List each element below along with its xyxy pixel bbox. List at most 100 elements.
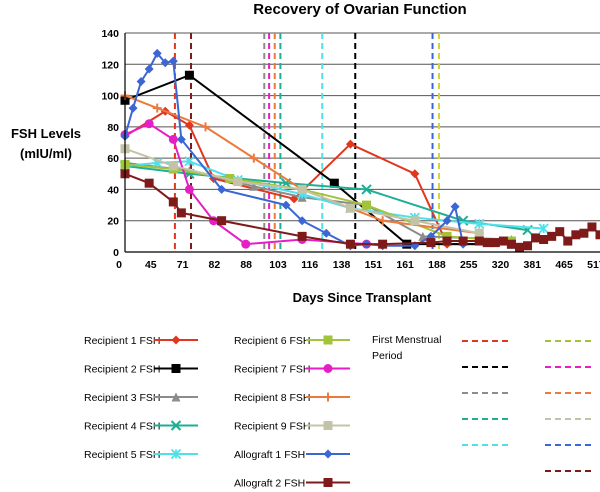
x-tick-label: 465 — [555, 259, 573, 271]
data-point — [345, 239, 355, 249]
data-point — [184, 120, 194, 130]
legend-marker — [171, 335, 181, 345]
x-tick-label: 517 — [587, 259, 600, 271]
data-point — [490, 238, 500, 248]
legend-entry-label: Recipient 3 FSH — [84, 392, 160, 404]
data-point — [426, 238, 436, 248]
data-point — [595, 230, 600, 240]
y-tick-label: 100 — [101, 91, 119, 103]
y-axis-label-line2: (mIU/ml) — [20, 146, 72, 161]
data-point — [241, 239, 251, 249]
data-point — [144, 178, 154, 188]
data-point — [474, 236, 484, 246]
data-point — [217, 216, 227, 226]
data-point — [506, 239, 516, 249]
x-tick-label: 381 — [524, 259, 542, 271]
data-point — [362, 200, 372, 210]
legend-entry-label: Recipient 5 FSH — [84, 449, 160, 461]
legend-marker — [323, 449, 333, 459]
y-tick-label: 140 — [101, 28, 119, 40]
legend: First Menstrual Period Recipient 1 FSH Re… — [84, 334, 595, 490]
data-point — [297, 184, 307, 194]
legend-entry-label: Recipient 2 FSH — [84, 364, 160, 376]
data-point — [457, 215, 469, 226]
x-axis-label: Days Since Transplant — [293, 290, 432, 305]
data-point — [176, 134, 186, 144]
y-tick-label: 40 — [107, 184, 119, 196]
data-point — [450, 202, 460, 212]
data-point — [184, 70, 194, 80]
data-point — [563, 236, 573, 246]
y-tick-label: 120 — [101, 59, 119, 71]
data-point — [361, 184, 372, 195]
legend-entry-label: Allograft 2 FSH — [234, 478, 305, 490]
legend-marker — [171, 364, 181, 373]
y-axis-label-line1: FSH Levels — [11, 126, 81, 141]
data-point — [176, 208, 186, 218]
legend-entry-label: Recipient 1 FSH — [84, 335, 160, 347]
data-point — [160, 58, 170, 68]
legend-entry-label: Recipient 7 FSH — [234, 364, 310, 376]
data-point — [128, 103, 138, 113]
x-tick-label: 116 — [301, 259, 318, 271]
data-point — [168, 56, 178, 66]
x-tick-label: 103 — [269, 259, 287, 271]
x-tick-label: 255 — [460, 259, 478, 271]
x-tick-label: 320 — [492, 259, 510, 271]
series-line — [124, 110, 512, 246]
series-line — [124, 122, 367, 246]
legend-menstrual-label-line1: First Menstrual — [372, 334, 441, 346]
data-point — [442, 236, 452, 246]
data-point — [498, 236, 508, 246]
data-point — [136, 76, 146, 86]
legend-marker — [323, 335, 333, 345]
legend-entry-label: Recipient 9 FSH — [234, 421, 310, 433]
data-point — [531, 233, 541, 243]
data-point — [168, 134, 178, 144]
data-point — [458, 236, 468, 246]
legend-entry-label: Recipient 4 FSH — [84, 421, 160, 433]
data-point — [474, 228, 484, 238]
axes: 0 20 40 60 80 100 120 140 0 45 71 82 88 103 116 138 151 1… — [101, 28, 600, 271]
data-point — [184, 184, 194, 194]
x-tick-label: 151 — [365, 259, 383, 271]
data-point — [547, 231, 557, 241]
data-point — [539, 234, 549, 244]
series-line — [124, 164, 528, 232]
data-point — [168, 161, 178, 171]
data-point — [579, 228, 589, 238]
series-line — [124, 74, 512, 246]
y-tick-label: 60 — [107, 153, 119, 165]
y-tick-label: 0 — [113, 247, 119, 259]
data-point — [144, 64, 154, 74]
y-tick-label: 20 — [107, 216, 119, 228]
data-point — [152, 48, 162, 58]
data-point — [297, 231, 307, 241]
data-point — [345, 203, 355, 213]
series-layer — [119, 48, 600, 252]
data-point — [410, 169, 420, 179]
legend-entry-label: Recipient 8 FSH — [234, 392, 310, 404]
x-tick-label: 45 — [145, 259, 157, 271]
series-11 — [120, 169, 600, 252]
data-point — [281, 200, 291, 210]
data-point — [523, 241, 533, 251]
x-tick-label: 161 — [396, 259, 414, 271]
x-tick-label: 138 — [333, 259, 351, 271]
y-tick-label: 80 — [107, 122, 119, 134]
legend-menstrual-label-line2: Period — [372, 350, 403, 362]
chart-title: Recovery of Ovarian Function — [253, 1, 466, 18]
data-point — [378, 239, 388, 249]
x-tick-label: 82 — [209, 259, 221, 271]
x-tick-label: 88 — [240, 259, 252, 271]
data-point — [571, 230, 581, 240]
data-point — [249, 181, 259, 191]
legend-entry-label: Allograft 1 FSH — [234, 449, 305, 461]
data-point — [442, 231, 452, 241]
data-point — [233, 177, 243, 187]
legend-marker — [323, 364, 333, 373]
legend-marker — [323, 478, 333, 487]
legend-entry-label: Recipient 6 FSH — [234, 335, 310, 347]
x-tick-label: 188 — [428, 259, 446, 271]
